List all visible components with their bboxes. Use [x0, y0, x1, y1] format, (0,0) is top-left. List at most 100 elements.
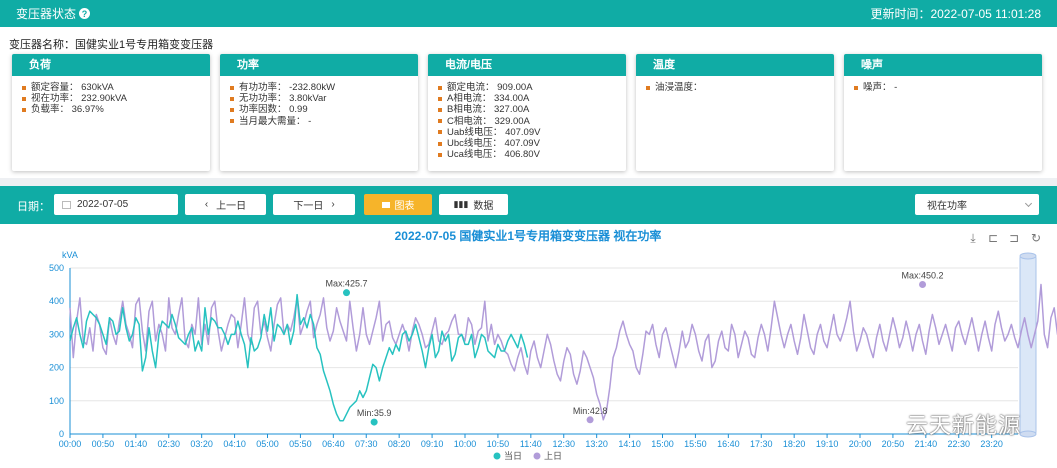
prev-day-label: 上一日 [216, 201, 247, 212]
update-time: 更新时间：2022-07-05 11:01:28 [870, 5, 1041, 22]
bullet-icon [230, 85, 234, 90]
x-tick-label: 15:00 [651, 439, 674, 449]
zoom-reset-icon[interactable]: ⊐ [1009, 231, 1019, 245]
status-card-item: 功率因数： 0.99 [230, 104, 418, 115]
next-day-button[interactable]: 下一日 › [273, 194, 355, 215]
transformer-name-value: 国健实业1号专用箱变变压器 [75, 39, 214, 51]
update-time-value: 2022-07-05 11:01:28 [930, 7, 1041, 21]
x-tick-label: 08:20 [388, 439, 411, 449]
status-card-item-text: Uab线电压： 407.09V [447, 126, 541, 138]
chart-view-button[interactable]: 图表 [364, 194, 432, 215]
date-input-value: 2022-07-05 [77, 199, 129, 210]
status-card-list: 额定电流： 909.00A A相电流： 334.00A B相电流： 327.00A C… [428, 76, 626, 160]
status-card-item-text: A相电流： 334.00A [447, 93, 530, 105]
x-tick-label: 06:40 [322, 439, 345, 449]
x-tick-label: 15:50 [684, 439, 707, 449]
status-card-item-text: 噪声： - [863, 82, 898, 93]
status-card-item: C相电流： 329.00A [438, 116, 626, 127]
x-tick-label: 00:50 [92, 439, 115, 449]
x-tick-label: 05:00 [256, 439, 279, 449]
date-label: 日期： [17, 201, 50, 213]
chart-panel: 日期： 2022-07-05 ‹ 上一日 下一日 › 图表 ▮▮▮ 数据 视在功… [0, 186, 1057, 468]
next-day-label: 下一日 [293, 201, 324, 212]
question-icon[interactable]: ? [79, 8, 91, 19]
status-card-list: 额定容量： 630kVA 视在功率： 232.90kVA 负载率： 36.97% [12, 76, 210, 116]
status-card: 功率 有功功率： -232.80kW 无功功率： 3.80kVar 功率因数： 0.9… [220, 54, 418, 171]
download-icon[interactable]: ⤓ [970, 231, 976, 245]
status-card-item-text: 油浸温度： [655, 82, 703, 93]
status-card-title: 温度 [636, 54, 834, 76]
x-tick-label: 11:40 [520, 439, 542, 449]
bullet-icon [438, 152, 442, 157]
x-tick-label: 00:00 [59, 439, 82, 449]
y-tick-label: 0 [59, 429, 64, 439]
chevron-right-icon: › [331, 199, 335, 210]
status-card-item-text: Uca线电压： 406.80V [447, 149, 540, 161]
status-card: 负荷 额定容量： 630kVA 视在功率： 232.90kVA 负载率： 36.97% [12, 54, 210, 171]
status-card-item: 负载率： 36.97% [22, 104, 210, 115]
x-tick-label: 09:10 [421, 439, 444, 449]
status-card-item: 当月最大需量： - [230, 116, 418, 127]
bullet-icon [854, 85, 858, 90]
x-tick-label: 16:40 [717, 439, 740, 449]
legend-marker [533, 452, 541, 460]
bullet-icon [438, 141, 442, 146]
data-view-button[interactable]: ▮▮▮ 数据 [439, 194, 508, 215]
series-max-label: Max:425.7 [325, 279, 367, 289]
status-card-item: Uab线电压： 407.09V [438, 127, 626, 138]
status-header: 变压器状态 ? 更新时间：2022-07-05 11:01:28 [0, 0, 1057, 27]
status-card-title: 功率 [220, 54, 418, 76]
x-tick-label: 17:30 [750, 439, 773, 449]
zoom-slider-handle-bottom [1019, 430, 1037, 438]
x-tick-label: 02:30 [157, 439, 180, 449]
status-card-item-text: Ubc线电压： 407.09V [447, 138, 540, 150]
chart-icon [381, 201, 390, 208]
line-chart[interactable]: 2022-07-05 国健实业1号专用箱变变压器 视在功率 ⤓ ⊏ ⊐ ↻ kVA 0 100… [0, 224, 1057, 468]
status-card-item-text: 有功功率： -232.80kW [239, 82, 336, 93]
status-card-item-text: 功率因数： 0.99 [239, 104, 308, 116]
transformer-name: 变压器名称：国健实业1号专用箱变变压器 [9, 36, 213, 52]
status-title: 变压器状态 ? [16, 5, 91, 22]
bullet-icon [22, 96, 26, 101]
status-card-item-text: 额定容量： 630kVA [31, 82, 114, 93]
metric-select[interactable]: 视在功率 [915, 194, 1039, 215]
status-card-item: 额定容量： 630kVA [22, 82, 210, 93]
x-tick-label: 14:10 [618, 439, 641, 449]
bullet-icon [438, 85, 442, 90]
chevron-left-icon: ‹ [204, 199, 209, 210]
status-card-item: 噪声： - [854, 82, 1042, 93]
x-tick-label: 03:20 [190, 439, 213, 449]
status-card-item: B相电流： 327.00A [438, 104, 626, 115]
x-tick-label: 10:50 [487, 439, 510, 449]
y-tick-label: 500 [49, 263, 64, 273]
series-max-label: Max:450.2 [902, 271, 944, 281]
status-card-item-text: B相电流： 327.00A [447, 104, 530, 116]
chevron-down-icon [1024, 199, 1033, 207]
transformer-name-label: 变压器名称： [9, 39, 75, 51]
x-tick-label: 20:50 [882, 439, 905, 449]
status-card-list: 油浸温度： [636, 76, 834, 93]
series-min-label: Min:42.8 [573, 406, 608, 416]
bullet-icon [230, 119, 234, 124]
legend-label: 当日 [504, 450, 522, 461]
status-card-item-text: 额定电流： 909.00A [447, 82, 533, 93]
chart-view-label: 图表 [394, 201, 415, 212]
zoom-icon[interactable]: ⊏ [988, 231, 998, 245]
x-tick-label: 22:30 [947, 439, 970, 449]
y-axis-label: kVA [62, 250, 78, 260]
date-input[interactable]: 2022-07-05 [54, 194, 178, 215]
status-card: 电流/电压 额定电流： 909.00A A相电流： 334.00A B相电流： 327… [428, 54, 626, 171]
prev-day-button[interactable]: ‹ 上一日 [185, 194, 266, 215]
status-card-item-text: 负载率： 36.97% [31, 104, 104, 116]
bullet-icon [438, 119, 442, 124]
series-line-yesterday [69, 283, 1057, 421]
status-card-item: 有功功率： -232.80kW [230, 82, 418, 93]
status-card-item: 视在功率： 232.90kVA [22, 93, 210, 104]
status-card-item-text: C相电流： 329.00A [447, 115, 530, 127]
status-card: 温度油浸温度： [636, 54, 834, 171]
series-max-marker [919, 281, 927, 289]
bullet-icon [646, 85, 650, 90]
status-card-item: Uca线电压： 406.80V [438, 149, 626, 160]
restore-icon[interactable]: ↻ [1031, 231, 1041, 245]
bullet-icon [438, 96, 442, 101]
